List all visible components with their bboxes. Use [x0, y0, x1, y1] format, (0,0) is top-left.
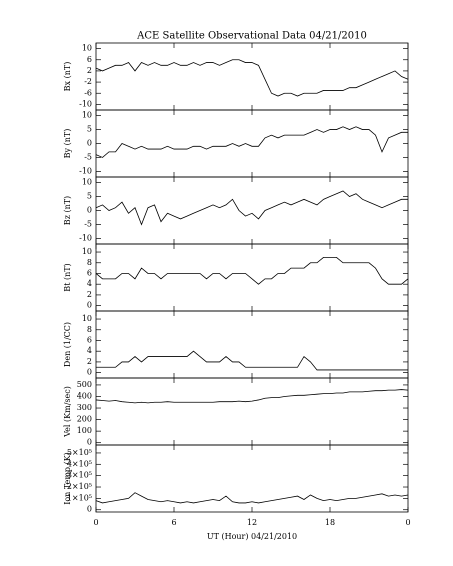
- y-tick-label: -2: [84, 77, 92, 86]
- y-tick-label: 10: [82, 314, 92, 323]
- y-tick-label: 4: [87, 346, 92, 355]
- y-tick-label: 2: [87, 290, 92, 299]
- y-tick-label: 2: [87, 66, 92, 75]
- y-tick-label: 4×10⁵: [67, 459, 92, 468]
- y-tick-label: 8: [87, 325, 92, 334]
- y-tick-label: 10: [82, 44, 92, 53]
- y-tick-label: 0: [87, 505, 92, 514]
- y-tick-label: 8: [87, 258, 92, 267]
- y-tick-label: -6: [84, 88, 92, 97]
- data-line: [96, 350, 408, 371]
- y-tick-label: 0: [87, 438, 92, 447]
- data-line: [95, 190, 408, 226]
- y-tick-label: 5: [87, 192, 92, 201]
- y-tick-label: 2: [87, 357, 92, 366]
- y-tick-label: 0: [87, 206, 92, 215]
- y-tick-label: -10: [79, 166, 92, 175]
- y-tick-label: 5×10⁵: [67, 448, 92, 457]
- y-axis-label: By (nT): [63, 129, 72, 159]
- y-axis-label: Den (1/CC): [63, 322, 72, 367]
- y-tick-label: -10: [79, 99, 92, 108]
- data-line: [95, 59, 409, 97]
- chart-title: ACE Satellite Observational Data 04/21/2…: [136, 31, 367, 42]
- data-line: [95, 389, 409, 404]
- y-tick-label: 0: [87, 368, 92, 377]
- y-tick-label: 0: [87, 301, 92, 310]
- x-tick-label: 6: [171, 518, 176, 527]
- data-line: [95, 257, 409, 285]
- y-tick-label: 6: [87, 268, 92, 277]
- y-tick-label: 100: [77, 426, 92, 435]
- y-axis-label: Vel (Km/sec): [63, 386, 72, 438]
- y-tick-label: -5: [84, 152, 92, 161]
- y-tick-label: 200: [77, 415, 92, 424]
- y-tick-label: 2×10⁵: [67, 482, 92, 491]
- y-tick-label: 10: [82, 111, 92, 120]
- y-tick-label: -5: [84, 219, 92, 228]
- y-tick-label: 10: [82, 247, 92, 256]
- y-tick-label: 6: [87, 335, 92, 344]
- x-tick-label: 0: [405, 518, 410, 527]
- x-axis-label: UT (Hour) 04/21/2010: [207, 532, 297, 541]
- y-tick-label: 300: [77, 403, 92, 412]
- y-axis-label: Bz (nT): [63, 196, 72, 225]
- x-tick-label: 12: [247, 518, 257, 527]
- x-tick-label: 0: [93, 518, 98, 527]
- y-axis-label: Bx (nT): [63, 62, 72, 92]
- y-tick-label: 3×10⁵: [67, 471, 92, 480]
- y-tick-label: 500: [77, 380, 92, 389]
- y-tick-label: 6: [87, 55, 92, 64]
- y-axis-label: Bt (nT): [63, 263, 72, 291]
- y-tick-label: 1×10⁵: [67, 493, 92, 502]
- y-tick-label: 0: [87, 139, 92, 148]
- y-tick-label: 400: [77, 391, 92, 400]
- y-tick-label: -10: [79, 233, 92, 242]
- y-tick-label: 4: [87, 279, 92, 288]
- y-tick-label: 5: [87, 125, 92, 134]
- data-line: [95, 126, 408, 158]
- y-tick-label: 10: [82, 178, 92, 187]
- data-line: [95, 492, 409, 504]
- x-tick-label: 18: [325, 518, 335, 527]
- y-axis-label: Ion Temp (K): [63, 452, 72, 505]
